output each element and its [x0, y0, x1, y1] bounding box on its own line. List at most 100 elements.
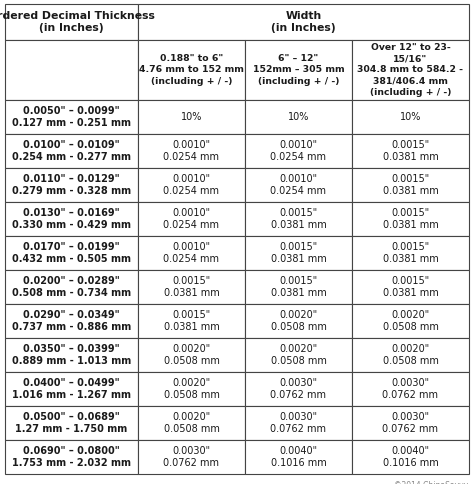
Bar: [352, 236, 469, 270]
Bar: [138, 4, 469, 40]
Text: 0.0170" – 0.0199"
0.432 mm - 0.505 mm: 0.0170" – 0.0199" 0.432 mm - 0.505 mm: [12, 242, 131, 264]
Bar: [352, 304, 469, 338]
Bar: [352, 168, 469, 202]
Text: 0.0690" – 0.0800"
1.753 mm - 2.032 mm: 0.0690" – 0.0800" 1.753 mm - 2.032 mm: [12, 446, 131, 468]
Bar: [245, 406, 352, 440]
Bar: [352, 372, 469, 406]
Text: 0.0290" – 0.0349"
0.737 mm - 0.886 mm: 0.0290" – 0.0349" 0.737 mm - 0.886 mm: [12, 310, 131, 332]
Text: 0.0015"
0.0381 mm: 0.0015" 0.0381 mm: [383, 174, 438, 196]
Bar: [5, 372, 138, 406]
Bar: [352, 406, 469, 440]
Text: 0.188" to 6"
4.76 mm to 152 mm
(including + / -): 0.188" to 6" 4.76 mm to 152 mm (includin…: [139, 54, 244, 86]
Text: 10%: 10%: [181, 112, 202, 122]
Bar: [138, 40, 245, 100]
Bar: [245, 338, 352, 372]
Text: Ordered Decimal Thickness
(in Inches): Ordered Decimal Thickness (in Inches): [0, 11, 155, 33]
Text: 10%: 10%: [400, 112, 421, 122]
Bar: [245, 202, 352, 236]
Text: 0.0050" – 0.0099"
0.127 mm - 0.251 mm: 0.0050" – 0.0099" 0.127 mm - 0.251 mm: [12, 106, 131, 128]
Bar: [352, 338, 469, 372]
Bar: [138, 168, 245, 202]
Text: 0.0030"
0.0762 mm: 0.0030" 0.0762 mm: [383, 378, 438, 400]
Text: 0.0020"
0.0508 mm: 0.0020" 0.0508 mm: [271, 344, 327, 366]
Bar: [245, 236, 352, 270]
Bar: [245, 270, 352, 304]
Text: ©2014 ChinaSavvy: ©2014 ChinaSavvy: [394, 482, 468, 484]
Text: 0.0010"
0.0254 mm: 0.0010" 0.0254 mm: [164, 242, 219, 264]
Bar: [5, 406, 138, 440]
Bar: [5, 134, 138, 168]
Bar: [138, 270, 245, 304]
Text: 0.0015"
0.0381 mm: 0.0015" 0.0381 mm: [271, 276, 327, 298]
Bar: [352, 270, 469, 304]
Text: 0.0040"
0.1016 mm: 0.0040" 0.1016 mm: [271, 446, 327, 468]
Bar: [138, 304, 245, 338]
Text: Width
(in Inches): Width (in Inches): [271, 11, 336, 33]
Bar: [352, 134, 469, 168]
Bar: [5, 338, 138, 372]
Bar: [352, 202, 469, 236]
Text: Over 12" to 23-
15/16"
304.8 mm to 584.2 -
381/406.4 mm
(including + / -): Over 12" to 23- 15/16" 304.8 mm to 584.2…: [357, 43, 464, 97]
Bar: [5, 100, 138, 134]
Text: 0.0130" – 0.0169"
0.330 mm - 0.429 mm: 0.0130" – 0.0169" 0.330 mm - 0.429 mm: [12, 208, 131, 230]
Text: 0.0110" – 0.0129"
0.279 mm - 0.328 mm: 0.0110" – 0.0129" 0.279 mm - 0.328 mm: [12, 174, 131, 196]
Text: 0.0030"
0.0762 mm: 0.0030" 0.0762 mm: [271, 412, 327, 434]
Bar: [5, 168, 138, 202]
Text: 0.0020"
0.0508 mm: 0.0020" 0.0508 mm: [271, 310, 327, 332]
Text: 0.0040"
0.1016 mm: 0.0040" 0.1016 mm: [383, 446, 438, 468]
Text: 0.0500" – 0.0689"
1.27 mm - 1.750 mm: 0.0500" – 0.0689" 1.27 mm - 1.750 mm: [15, 412, 128, 434]
Text: 0.0200" – 0.0289"
0.508 mm - 0.734 mm: 0.0200" – 0.0289" 0.508 mm - 0.734 mm: [12, 276, 131, 298]
Text: 0.0010"
0.0254 mm: 0.0010" 0.0254 mm: [164, 174, 219, 196]
Bar: [5, 4, 138, 40]
Bar: [138, 440, 245, 474]
Bar: [245, 40, 352, 100]
Text: 0.0030"
0.0762 mm: 0.0030" 0.0762 mm: [164, 446, 219, 468]
Text: 0.0015"
0.0381 mm: 0.0015" 0.0381 mm: [271, 208, 327, 230]
Text: 0.0020"
0.0508 mm: 0.0020" 0.0508 mm: [164, 412, 219, 434]
Text: 0.0015"
0.0381 mm: 0.0015" 0.0381 mm: [271, 242, 327, 264]
Bar: [245, 440, 352, 474]
Text: 0.0010"
0.0254 mm: 0.0010" 0.0254 mm: [164, 140, 219, 162]
Bar: [5, 304, 138, 338]
Bar: [138, 202, 245, 236]
Bar: [245, 168, 352, 202]
Bar: [245, 304, 352, 338]
Text: 0.0030"
0.0762 mm: 0.0030" 0.0762 mm: [271, 378, 327, 400]
Bar: [5, 270, 138, 304]
Text: 0.0015"
0.0381 mm: 0.0015" 0.0381 mm: [383, 140, 438, 162]
Text: 0.0010"
0.0254 mm: 0.0010" 0.0254 mm: [271, 140, 327, 162]
Bar: [5, 236, 138, 270]
Bar: [245, 100, 352, 134]
Bar: [245, 372, 352, 406]
Text: 0.0015"
0.0381 mm: 0.0015" 0.0381 mm: [383, 208, 438, 230]
Text: 0.0010"
0.0254 mm: 0.0010" 0.0254 mm: [271, 174, 327, 196]
Bar: [245, 134, 352, 168]
Text: 0.0015"
0.0381 mm: 0.0015" 0.0381 mm: [164, 276, 219, 298]
Bar: [5, 40, 138, 100]
Text: 0.0010"
0.0254 mm: 0.0010" 0.0254 mm: [164, 208, 219, 230]
Text: 6" – 12"
152mm – 305 mm
(including + / -): 6" – 12" 152mm – 305 mm (including + / -…: [253, 54, 344, 86]
Bar: [5, 202, 138, 236]
Text: 10%: 10%: [288, 112, 309, 122]
Bar: [5, 440, 138, 474]
Text: 0.0020"
0.0508 mm: 0.0020" 0.0508 mm: [164, 344, 219, 366]
Text: 0.0400" – 0.0499"
1.016 mm - 1.267 mm: 0.0400" – 0.0499" 1.016 mm - 1.267 mm: [12, 378, 131, 400]
Text: 0.0015"
0.0381 mm: 0.0015" 0.0381 mm: [164, 310, 219, 332]
Text: 0.0350" – 0.0399"
0.889 mm - 1.013 mm: 0.0350" – 0.0399" 0.889 mm - 1.013 mm: [12, 344, 131, 366]
Text: 0.0020"
0.0508 mm: 0.0020" 0.0508 mm: [383, 310, 438, 332]
Bar: [138, 100, 245, 134]
Text: 0.0020"
0.0508 mm: 0.0020" 0.0508 mm: [164, 378, 219, 400]
Bar: [138, 236, 245, 270]
Bar: [352, 440, 469, 474]
Bar: [138, 338, 245, 372]
Text: 0.0020"
0.0508 mm: 0.0020" 0.0508 mm: [383, 344, 438, 366]
Bar: [138, 134, 245, 168]
Text: 0.0015"
0.0381 mm: 0.0015" 0.0381 mm: [383, 276, 438, 298]
Text: 0.0100" – 0.0109"
0.254 mm - 0.277 mm: 0.0100" – 0.0109" 0.254 mm - 0.277 mm: [12, 140, 131, 162]
Bar: [352, 100, 469, 134]
Text: 0.0030"
0.0762 mm: 0.0030" 0.0762 mm: [383, 412, 438, 434]
Bar: [138, 406, 245, 440]
Bar: [352, 40, 469, 100]
Bar: [138, 372, 245, 406]
Text: 0.0015"
0.0381 mm: 0.0015" 0.0381 mm: [383, 242, 438, 264]
